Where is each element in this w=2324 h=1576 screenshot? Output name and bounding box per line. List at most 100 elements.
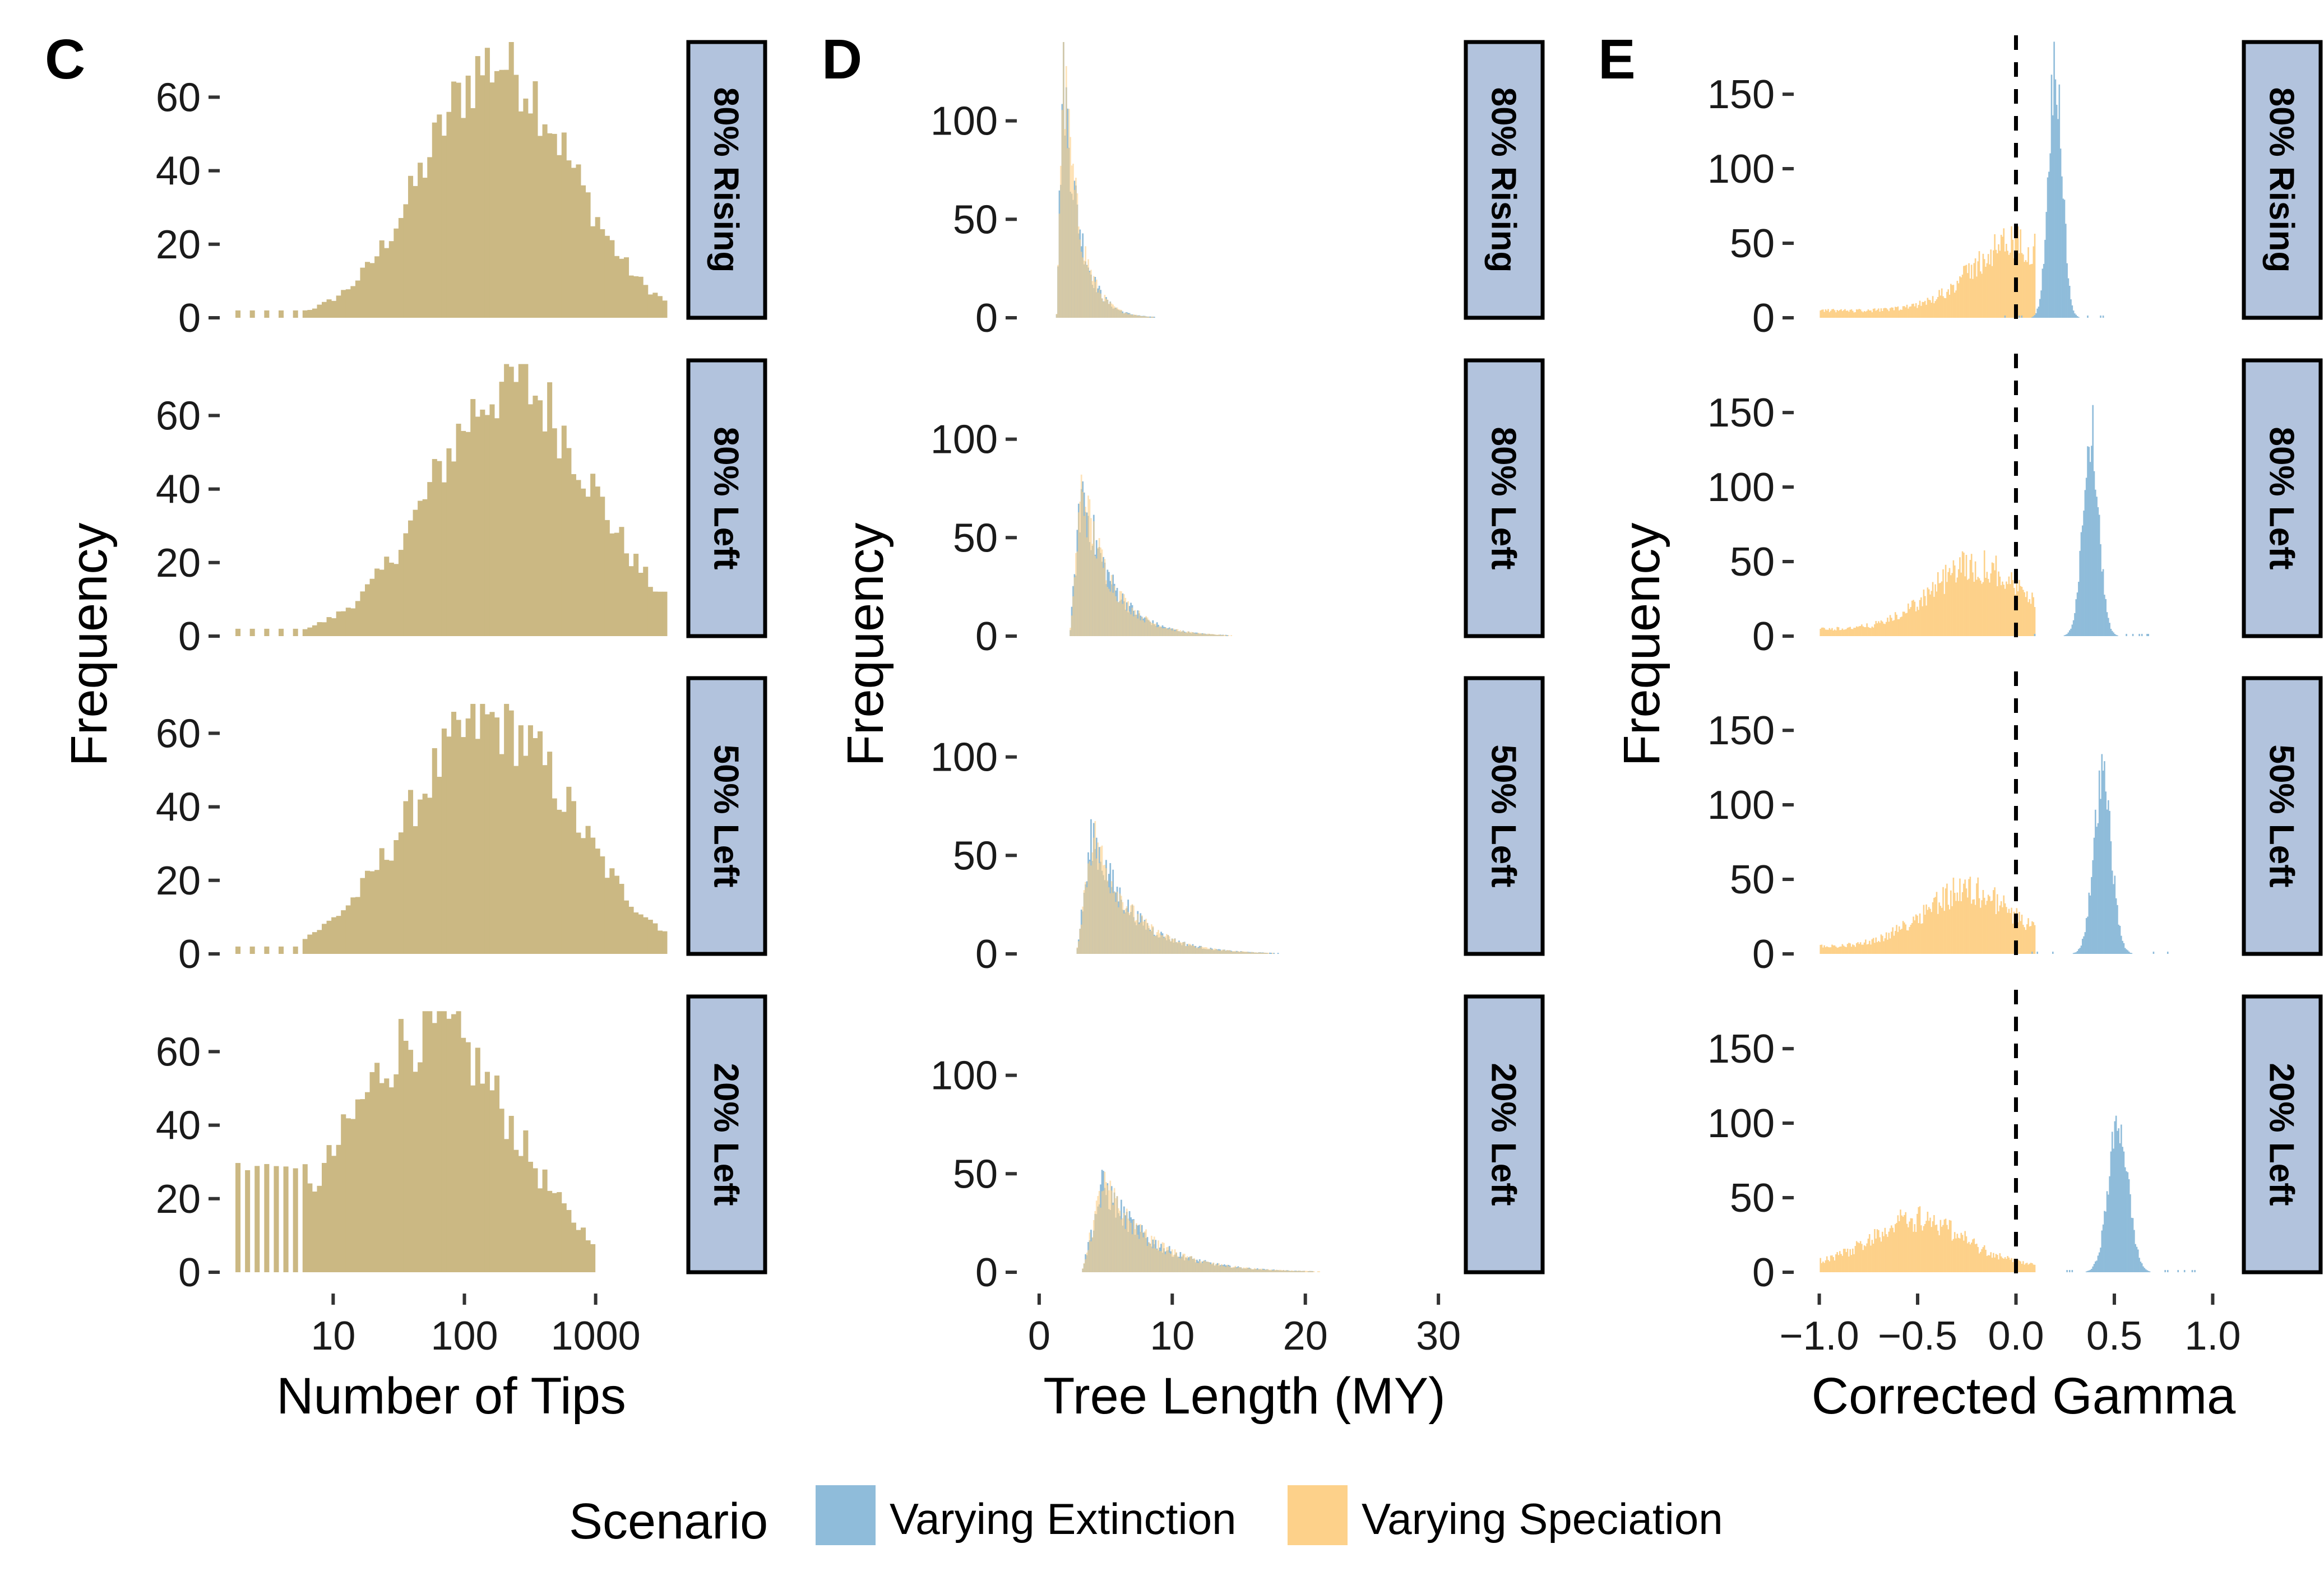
panel-letter-c: C <box>45 28 85 91</box>
histogram-bar-speciation <box>1939 582 1942 636</box>
histogram-bar-speciation <box>1116 307 1118 318</box>
histogram-bar-extinction <box>2048 171 2050 318</box>
histogram-bar-speciation <box>1981 583 1983 636</box>
histogram-bar-speciation <box>1852 1248 1854 1272</box>
histogram-bar-speciation <box>1091 544 1094 636</box>
y-tick-label: 20 <box>156 859 201 903</box>
histogram-bar-speciation <box>1225 635 1227 636</box>
histogram-bar-speciation <box>1878 621 1879 636</box>
histogram-bar-speciation <box>1950 890 1952 954</box>
histogram-bar-speciation <box>1867 627 1869 636</box>
panel-e-x-axis-title: Corrected Gamma <box>1812 1368 2236 1425</box>
histogram-bar-speciation <box>1874 943 1876 954</box>
legend: Scenario Varying Extinction Varying Spec… <box>569 1485 1723 1550</box>
histogram-bar-speciation <box>1980 907 1982 954</box>
y-tick-label: 50 <box>1730 1176 1775 1221</box>
histogram-bar <box>403 204 409 318</box>
histogram-bar-speciation <box>1942 296 1944 318</box>
histogram-bar-extinction <box>2110 841 2112 954</box>
histogram-bar-speciation <box>2020 229 2022 318</box>
histogram-bar-speciation <box>1881 622 1883 636</box>
histogram-bar-speciation <box>1945 1218 1947 1272</box>
histogram-bar-speciation <box>1104 864 1106 954</box>
histogram-bar-speciation <box>1249 952 1252 954</box>
histogram-bar-speciation <box>1140 620 1142 636</box>
histogram-bar-speciation <box>1182 942 1184 954</box>
histogram-bar-speciation <box>1946 582 1948 636</box>
histogram-bar <box>264 310 270 318</box>
histogram-bar-speciation <box>1849 309 1851 318</box>
x-tick-label: 0 <box>1028 1314 1050 1359</box>
histogram-bar-extinction <box>2043 263 2045 318</box>
histogram-bar <box>494 1076 500 1272</box>
histogram-bar-extinction <box>2132 1218 2134 1272</box>
histogram-bar-speciation <box>1865 939 1867 954</box>
histogram-bar-speciation <box>1995 1254 1997 1272</box>
histogram-bar-extinction <box>2068 630 2071 636</box>
facet-strip-box <box>1464 40 1545 320</box>
facet-strip-box <box>1464 994 1545 1274</box>
histogram-bar-speciation <box>1848 943 1850 954</box>
histogram-bar-speciation <box>1893 935 1895 954</box>
histogram-bar-speciation <box>1229 950 1231 954</box>
histogram-bar-extinction <box>2063 200 2066 318</box>
facet-strip-label: 50% Left <box>2262 745 2301 888</box>
histogram-bar-speciation <box>1241 951 1243 954</box>
histogram-bar-extinction <box>2021 316 2023 318</box>
histogram-bar-speciation <box>1055 314 1058 318</box>
panel-d-x-axis-title: Tree Length (MY) <box>1043 1368 1446 1425</box>
histogram-bar <box>508 367 514 636</box>
histogram-bar <box>408 790 414 954</box>
histogram-bar-extinction <box>2066 634 2068 636</box>
histogram-bar-speciation <box>1999 1253 2001 1272</box>
histogram-bar-speciation <box>1863 310 1865 318</box>
histogram-bar <box>652 591 658 636</box>
histogram-bar-speciation <box>1201 634 1203 636</box>
histogram-bar-speciation <box>1122 313 1124 318</box>
histogram-bar-speciation <box>1955 1238 1957 1272</box>
histogram-bar-speciation <box>1854 628 1857 636</box>
histogram-bar-speciation <box>1090 865 1092 954</box>
histogram-bar-speciation <box>1841 1255 1844 1272</box>
histogram-bar-speciation <box>1212 1262 1215 1272</box>
histogram-bar-speciation <box>2002 237 2003 318</box>
histogram-bar-speciation <box>1318 1271 1321 1272</box>
histogram-bar-speciation <box>1895 612 1896 636</box>
histogram-bar-speciation <box>1240 1267 1242 1272</box>
histogram-bar <box>475 56 480 318</box>
histogram-bar <box>322 622 327 636</box>
facet-strip: 50% Left <box>686 676 767 956</box>
histogram-bar-speciation <box>1107 299 1109 318</box>
histogram-bar-speciation <box>1837 1255 1840 1272</box>
histogram-bar-speciation <box>1991 900 1993 954</box>
panel-c-y-axis-title: Frequency <box>61 523 118 767</box>
histogram-bar-extinction <box>2109 623 2110 636</box>
histogram-bar <box>369 1072 375 1272</box>
histogram-bar-speciation <box>1209 1262 1210 1272</box>
histogram-bar <box>446 736 452 954</box>
panel-d-y-axis-title: Frequency <box>837 523 894 767</box>
facet-strip-label: 80% Left <box>1484 427 1523 570</box>
histogram-bar-extinction <box>2121 935 2122 954</box>
histogram-bar-speciation <box>1101 845 1103 954</box>
histogram-bar <box>552 133 557 318</box>
histogram-bar <box>604 235 610 318</box>
histogram-bar-speciation <box>1228 635 1230 636</box>
histogram-bar-speciation <box>1918 610 1920 636</box>
histogram-bar-extinction <box>2126 949 2127 954</box>
histogram-bar-speciation <box>1168 1253 1170 1272</box>
histogram-bar-speciation <box>1226 1264 1228 1272</box>
histogram-bar <box>336 295 341 318</box>
histogram-bar <box>566 160 572 318</box>
histogram-bar-speciation <box>1986 263 1988 318</box>
histogram-bar <box>374 870 380 954</box>
histogram-bar-speciation <box>1853 312 1855 318</box>
histogram-bar-speciation <box>1850 629 1853 636</box>
histogram-bar <box>403 1040 409 1272</box>
histogram-bars <box>1820 754 2169 954</box>
histogram-bar-speciation <box>2013 911 2015 954</box>
histogram-bar <box>388 860 394 954</box>
histogram-bar <box>576 480 581 636</box>
histogram-bar-speciation <box>1259 952 1261 954</box>
